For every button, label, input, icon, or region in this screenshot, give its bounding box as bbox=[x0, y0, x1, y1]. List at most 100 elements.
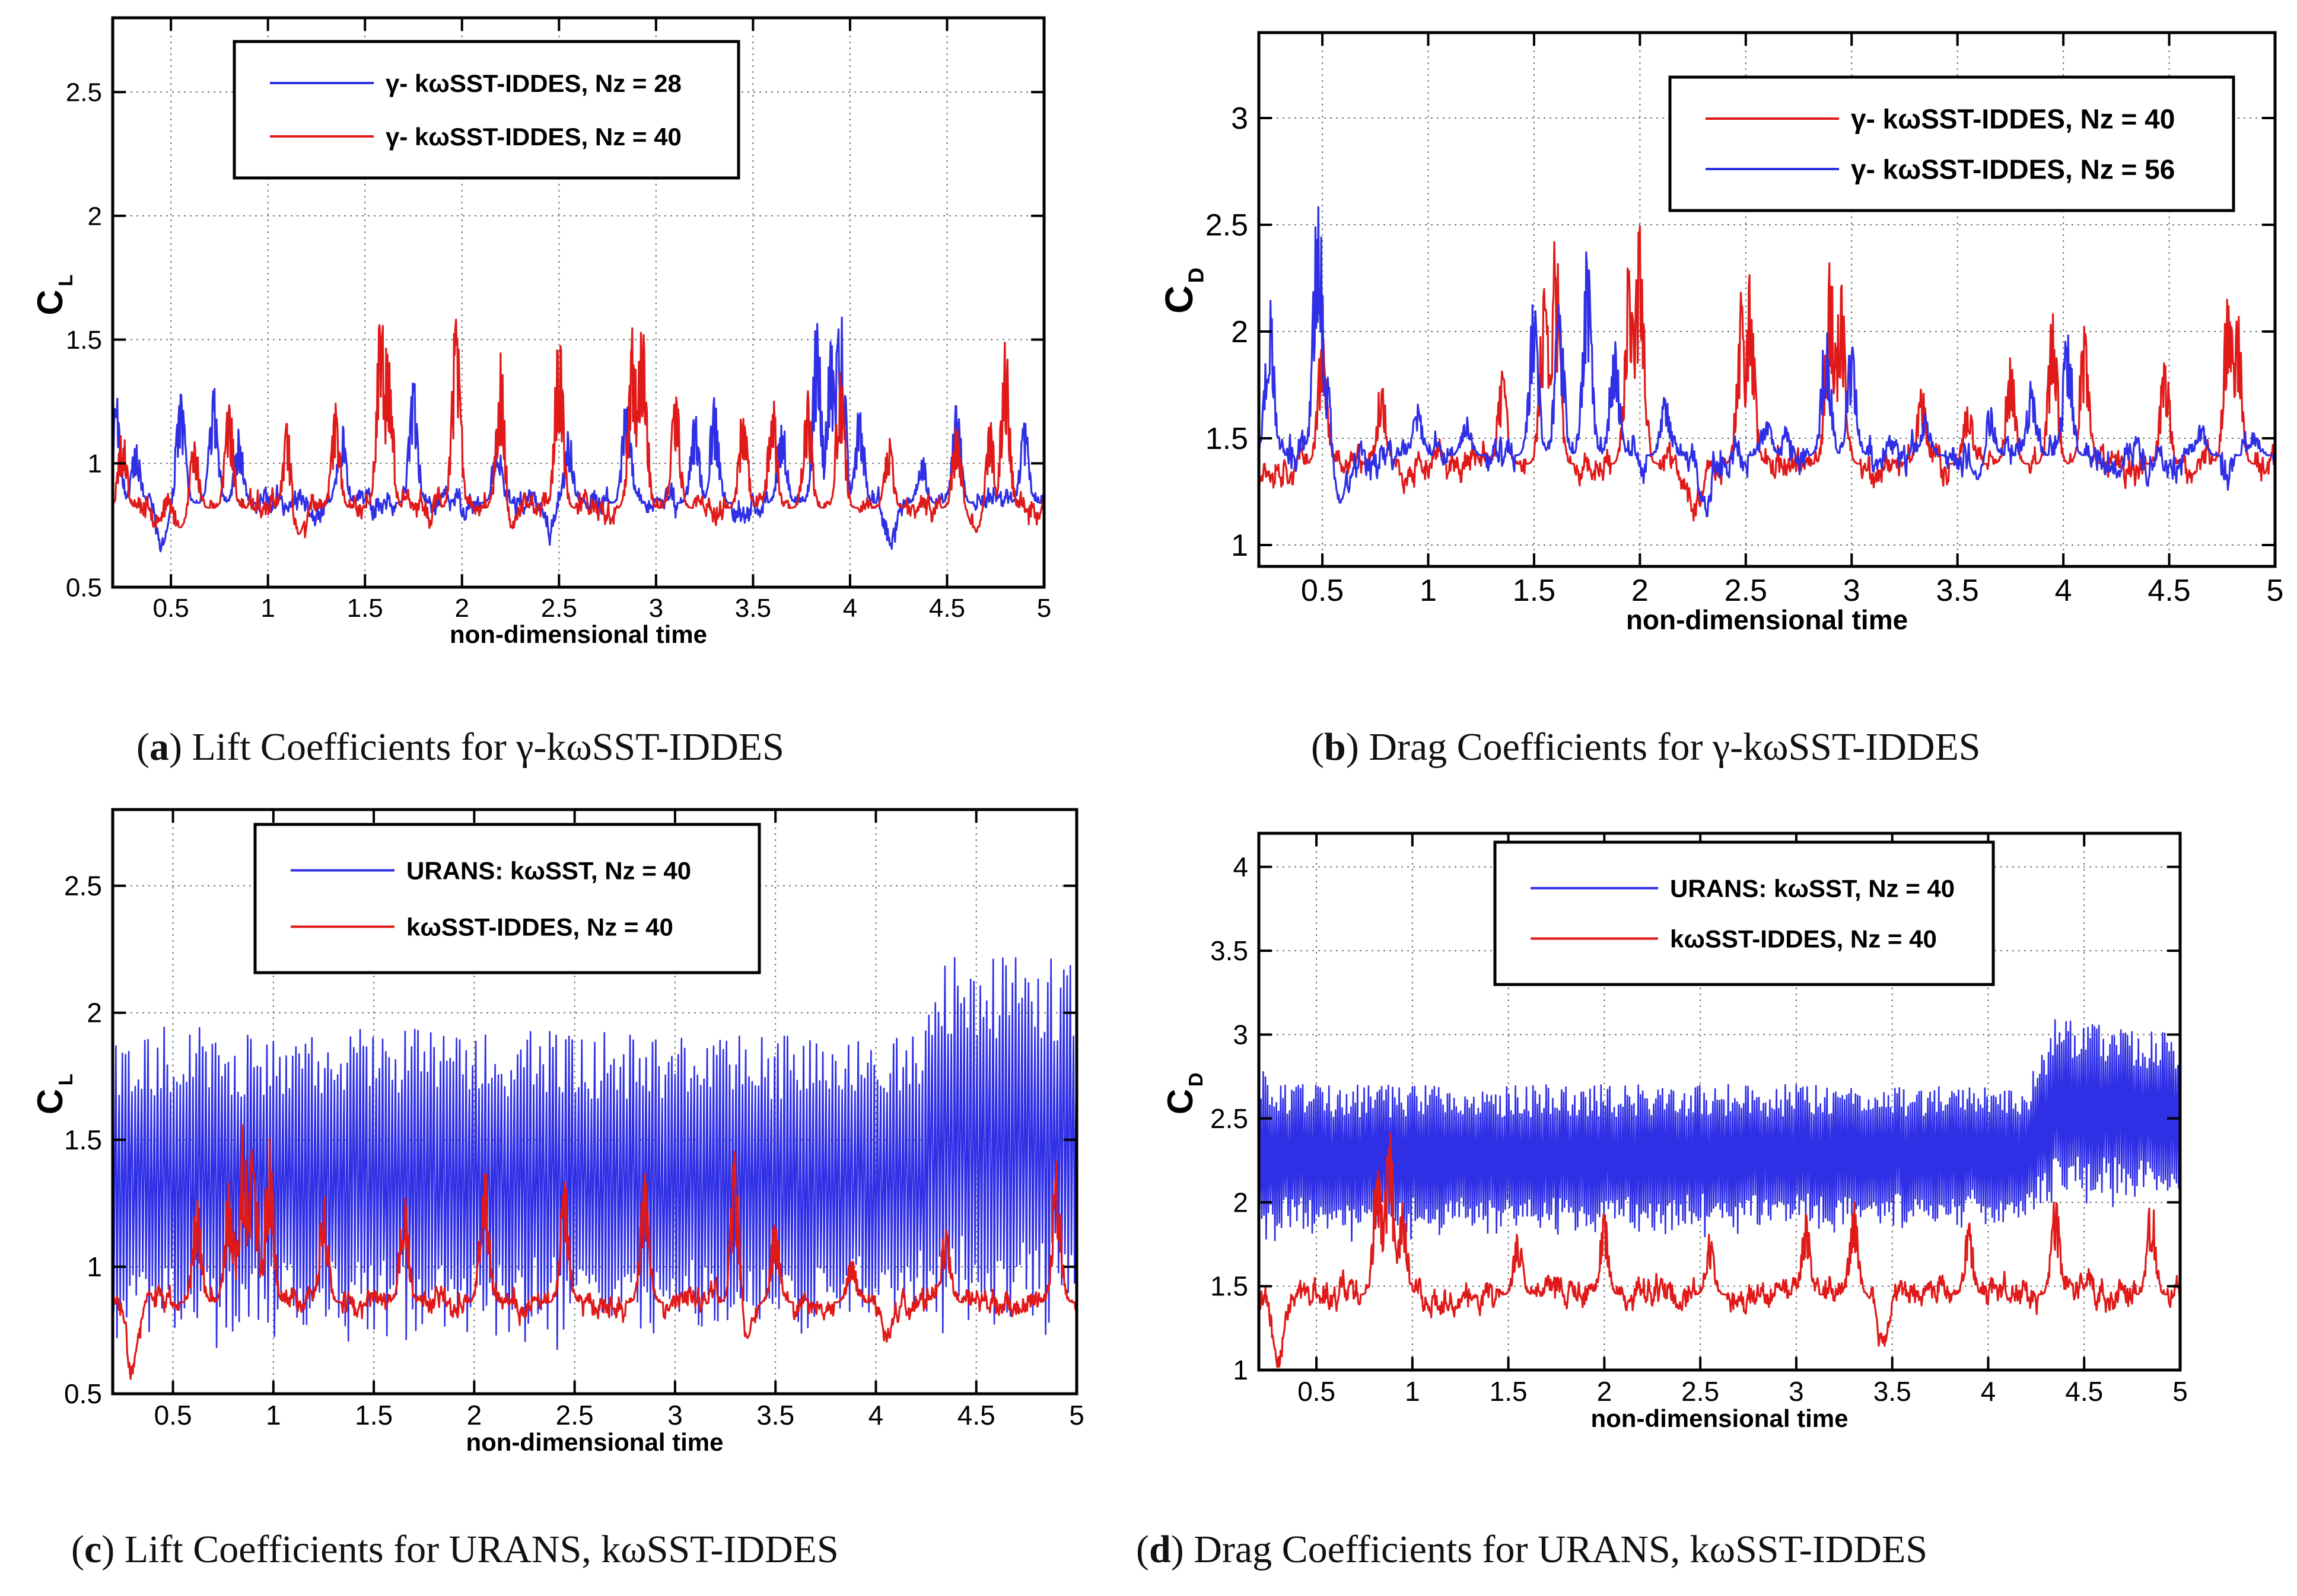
y-axis-label: CL bbox=[30, 1073, 77, 1114]
y-tick-label: 2.5 bbox=[66, 78, 102, 107]
x-axis-label: non-dimensional time bbox=[1590, 1404, 1848, 1432]
series-line-1 bbox=[1258, 1019, 2181, 1242]
caption-c: (c) Lift Coefficients for URANS, kωSST-I… bbox=[71, 1528, 839, 1571]
caption-text: Drag Coefficients for γ-kωSST-IDDES bbox=[1369, 725, 1981, 769]
x-tick-label: 3 bbox=[667, 1400, 683, 1431]
y-tick-label: 0.5 bbox=[66, 573, 102, 602]
y-axis-label-main: C bbox=[1157, 285, 1201, 314]
y-tick-label: 2 bbox=[87, 998, 102, 1028]
x-tick-label: 0.5 bbox=[1301, 574, 1344, 608]
x-tick-label: 3 bbox=[649, 594, 663, 623]
legend-box bbox=[233, 40, 740, 180]
x-tick-label: 4.5 bbox=[2065, 1376, 2103, 1407]
caption-letter: b bbox=[1324, 725, 1346, 769]
legend-label-1: γ- kωSST-IDDES, Nz = 40 bbox=[1851, 104, 2175, 135]
y-axis-label: CD bbox=[1157, 267, 1208, 314]
y-tick-label: 4 bbox=[1233, 852, 1248, 883]
y-axis-label-sub: L bbox=[55, 1073, 77, 1085]
y-tick-label: 0.5 bbox=[64, 1378, 102, 1409]
chart-panel-c: 0.5 1 1.5 2 2.5 3 3.5 4 4.5 50.511.522.5non-dimen… bbox=[30, 808, 1084, 1456]
caption-b: (b) Drag Coefficients for γ-kωSST-IDDES bbox=[1311, 725, 1981, 769]
x-tick-label: 2.5 bbox=[1681, 1376, 1719, 1407]
x-tick-label: 1.5 bbox=[1490, 1376, 1528, 1407]
x-tick-label: 3 bbox=[1843, 574, 1860, 608]
plot-frame bbox=[1257, 31, 2277, 568]
x-tick-label: 4 bbox=[868, 1400, 884, 1431]
x-tick-label: 5 bbox=[2267, 574, 2284, 608]
x-tick-label: 3.5 bbox=[1936, 574, 1979, 608]
y-axis-label-sub: D bbox=[1185, 1072, 1207, 1087]
chart-panel-b: 0.5 1 1.5 2 2.5 3 3.5 4 4.5 511.522.53non-dimensi… bbox=[1157, 31, 2284, 635]
x-tick-label: 1 bbox=[266, 1400, 281, 1431]
x-tick-label: 4 bbox=[1981, 1376, 1996, 1407]
y-axis-label-main: C bbox=[30, 289, 70, 315]
y-axis-label: CL bbox=[30, 275, 77, 316]
legend-label-2: kωSST-IDDES, Nz = 40 bbox=[1670, 925, 1937, 953]
y-tick-label: 1 bbox=[88, 450, 102, 479]
x-tick-label: 2.5 bbox=[556, 1400, 594, 1431]
x-tick-label: 4.5 bbox=[957, 1400, 995, 1431]
x-tick-label: 1 bbox=[1420, 574, 1437, 608]
y-tick-label: 2.5 bbox=[1205, 208, 1248, 243]
y-tick-label: 2 bbox=[1231, 315, 1248, 349]
caption-text: Drag Coefficients for URANS, kωSST-IDDES bbox=[1194, 1528, 1928, 1571]
y-tick-label: 1.5 bbox=[1210, 1271, 1248, 1302]
series-line-1 bbox=[112, 957, 1078, 1350]
y-tick-label: 3.5 bbox=[1210, 935, 1248, 966]
x-tick-label: 3.5 bbox=[1873, 1376, 1911, 1407]
x-tick-label: 3 bbox=[1789, 1376, 1804, 1407]
x-tick-label: 0.5 bbox=[1297, 1376, 1335, 1407]
x-tick-label: 2 bbox=[467, 1400, 482, 1431]
x-tick-label: 5 bbox=[1037, 594, 1051, 623]
caption-text: Lift Coefficients for γ-kωSST-IDDES bbox=[192, 725, 784, 769]
x-tick-label: 1.5 bbox=[347, 594, 383, 623]
y-tick-label: 1 bbox=[1231, 528, 1248, 563]
x-tick-label: 5 bbox=[1069, 1400, 1084, 1431]
x-axis-label: non-dimensional time bbox=[466, 1428, 723, 1456]
caption-a: (a) Lift Coefficients for γ-kωSST-IDDES bbox=[136, 725, 784, 769]
legend-label-2: γ- kωSST-IDDES, Nz = 56 bbox=[1851, 154, 2175, 185]
caption-letter: c bbox=[84, 1528, 102, 1571]
caption-letter: d bbox=[1148, 1528, 1171, 1571]
x-tick-label: 1.5 bbox=[1513, 574, 1555, 608]
x-tick-label: 4.5 bbox=[929, 594, 965, 623]
plot-frame bbox=[111, 16, 1046, 589]
y-axis-label-main: C bbox=[1160, 1089, 1200, 1114]
plot-frame bbox=[111, 808, 1078, 1396]
x-tick-label: 4 bbox=[2055, 574, 2072, 608]
x-tick-label: 1 bbox=[260, 594, 275, 623]
y-tick-label: 1.5 bbox=[66, 326, 102, 355]
x-tick-label: 4 bbox=[843, 594, 857, 623]
legend-box bbox=[1668, 75, 2235, 212]
y-tick-label: 1 bbox=[87, 1251, 102, 1282]
x-tick-label: 0.5 bbox=[154, 1400, 192, 1431]
y-tick-label: 2.5 bbox=[1210, 1103, 1248, 1134]
y-tick-label: 3 bbox=[1231, 101, 1248, 136]
legend-label-2: kωSST-IDDES, Nz = 40 bbox=[406, 913, 673, 941]
legend-box bbox=[253, 823, 761, 974]
y-axis-label-sub: L bbox=[55, 275, 77, 286]
x-tick-label: 1.5 bbox=[355, 1400, 393, 1431]
x-tick-label: 5 bbox=[2172, 1376, 2188, 1407]
y-tick-label: 1 bbox=[1233, 1355, 1248, 1385]
x-tick-label: 2.5 bbox=[1725, 574, 1767, 608]
plot-frame bbox=[1257, 832, 2182, 1372]
y-axis-label: CD bbox=[1160, 1072, 1207, 1114]
x-tick-label: 3.5 bbox=[756, 1400, 794, 1431]
y-tick-label: 2 bbox=[88, 202, 102, 231]
caption-text: Lift Coefficients for URANS, kωSST-IDDES bbox=[124, 1528, 839, 1571]
series-line-2 bbox=[1258, 1132, 2181, 1368]
y-tick-label: 1.5 bbox=[64, 1124, 102, 1155]
caption-d: (d) Drag Coefficients for URANS, kωSST-I… bbox=[1136, 1528, 1928, 1571]
series-line-2 bbox=[112, 1124, 1078, 1380]
x-tick-label: 0.5 bbox=[153, 594, 189, 623]
y-tick-label: 1.5 bbox=[1205, 422, 1248, 456]
legend-label-1: URANS: kωSST, Nz = 40 bbox=[1670, 875, 1955, 903]
x-tick-label: 2 bbox=[1597, 1376, 1612, 1407]
x-axis-label: non-dimensional time bbox=[1626, 604, 1908, 635]
x-axis-label: non-dimensional time bbox=[450, 620, 707, 648]
caption-letter: a bbox=[149, 725, 169, 769]
x-tick-label: 1 bbox=[1405, 1376, 1420, 1407]
series-line-2 bbox=[112, 318, 1045, 539]
x-tick-label: 2 bbox=[455, 594, 469, 623]
